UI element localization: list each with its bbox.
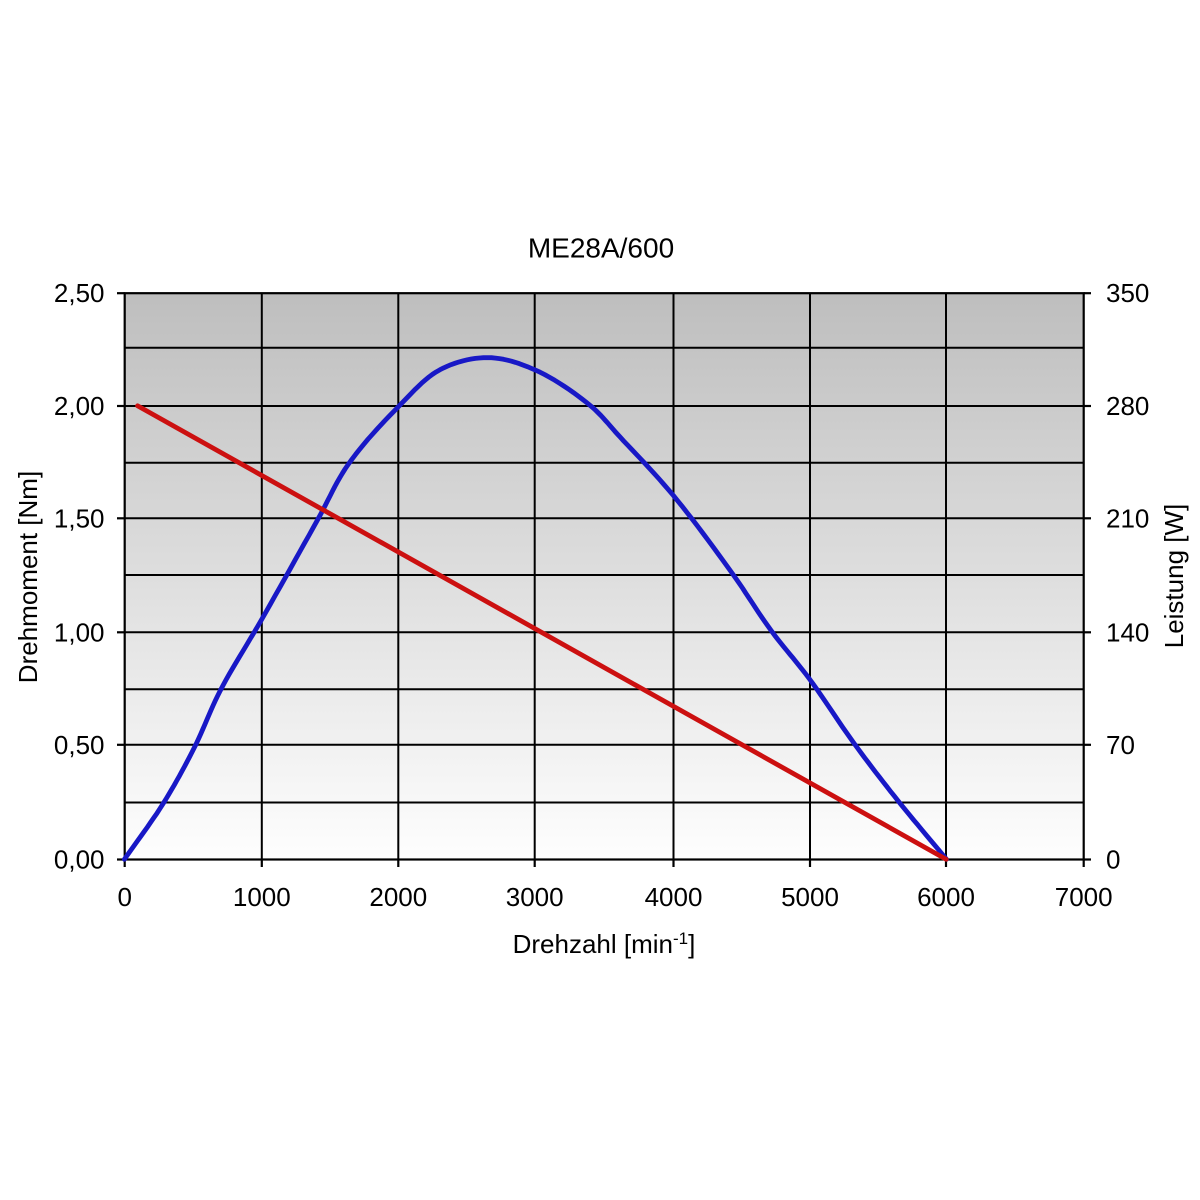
svg-text:2000: 2000 xyxy=(369,882,427,912)
svg-text:Leistung [W]: Leistung [W] xyxy=(1159,504,1189,649)
svg-text:Drehzahl [min-1]: Drehzahl [min-1] xyxy=(513,929,696,959)
svg-text:7000: 7000 xyxy=(1055,882,1113,912)
svg-text:ME28A/600: ME28A/600 xyxy=(528,233,674,264)
svg-text:140: 140 xyxy=(1106,617,1149,647)
svg-text:4000: 4000 xyxy=(645,882,703,912)
svg-text:6000: 6000 xyxy=(917,882,975,912)
svg-text:1,00: 1,00 xyxy=(54,617,105,647)
svg-text:280: 280 xyxy=(1106,391,1149,421)
svg-text:1,50: 1,50 xyxy=(54,503,105,533)
svg-text:210: 210 xyxy=(1106,503,1149,533)
svg-text:350: 350 xyxy=(1106,278,1149,308)
svg-text:0,00: 0,00 xyxy=(54,845,105,875)
svg-text:0: 0 xyxy=(117,882,131,912)
svg-text:3000: 3000 xyxy=(506,882,564,912)
svg-text:2,50: 2,50 xyxy=(54,278,105,308)
svg-text:Drehmoment [Nm]: Drehmoment [Nm] xyxy=(13,471,43,683)
svg-text:1000: 1000 xyxy=(233,882,291,912)
svg-text:2,00: 2,00 xyxy=(54,391,105,421)
svg-text:5000: 5000 xyxy=(781,882,839,912)
svg-text:70: 70 xyxy=(1106,730,1135,760)
svg-text:0,50: 0,50 xyxy=(54,730,105,760)
svg-text:0: 0 xyxy=(1106,845,1120,875)
